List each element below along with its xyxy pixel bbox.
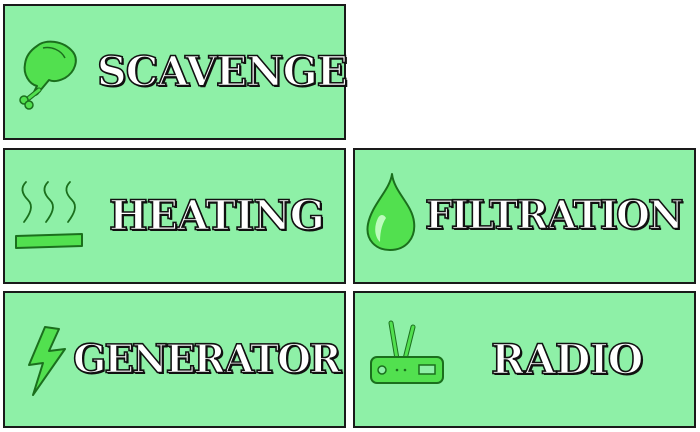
heat-waves-icon (15, 181, 83, 249)
water-drop-icon (366, 173, 416, 251)
generator-label: GENERATOR (72, 336, 342, 382)
filtration-label: FILTRATION (424, 192, 684, 239)
generator-button[interactable]: GENERATOR (3, 291, 346, 428)
radio-icon (370, 320, 444, 384)
heating-button[interactable]: HEATING (3, 148, 346, 284)
scavenge-label: SCAVENGE (96, 47, 348, 96)
lightning-bolt-icon (28, 326, 66, 396)
scavenge-button[interactable]: SCAVENGE (3, 4, 349, 140)
filtration-button[interactable]: FILTRATION (353, 148, 696, 284)
heating-label: HEATING (108, 191, 325, 240)
drumstick-icon (19, 40, 77, 110)
radio-button[interactable]: RADIO (353, 291, 696, 428)
radio-label: RADIO (490, 335, 644, 383)
